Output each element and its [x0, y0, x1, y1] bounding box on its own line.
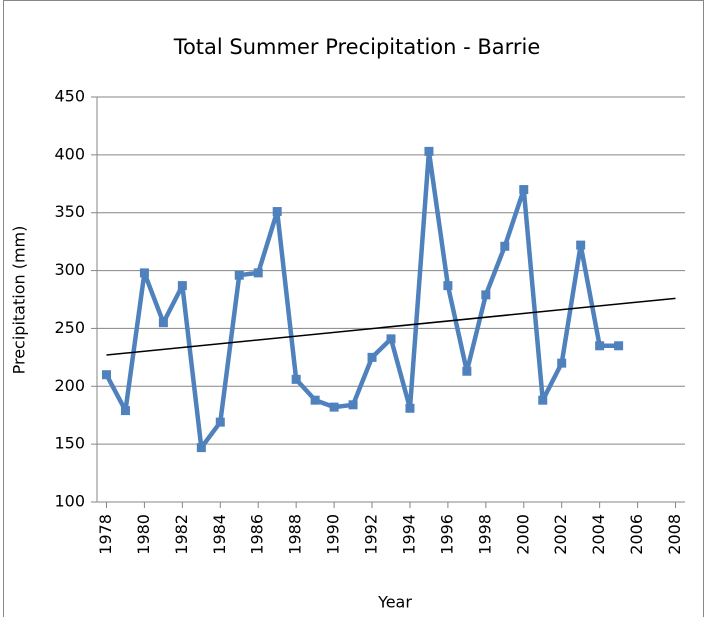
x-tick-label: 1998: [475, 514, 494, 555]
x-tick-label: 1996: [437, 514, 456, 555]
marker: [443, 281, 453, 291]
series-line: [104, 149, 619, 450]
chart-title: Total Summer Precipitation - Barrie: [173, 35, 541, 59]
y-tick-label: 350: [54, 202, 85, 221]
x-tick-label: 2000: [513, 514, 532, 555]
marker: [557, 358, 567, 368]
x-tick-label: 1984: [210, 514, 229, 555]
x-tick-label: 1986: [248, 514, 267, 555]
y-tick-label: 200: [54, 376, 85, 395]
marker: [367, 352, 377, 362]
marker: [196, 443, 206, 453]
x-tick-label: 1994: [399, 514, 418, 555]
marker: [348, 400, 358, 410]
marker: [158, 318, 168, 328]
x-tick-label: 1978: [96, 514, 115, 555]
chart-border: [3, 0, 704, 617]
marker: [462, 366, 472, 376]
y-tick-label: 150: [54, 434, 85, 453]
x-tick-label: 2004: [589, 514, 608, 555]
marker: [234, 270, 244, 280]
marker: [272, 207, 282, 217]
y-tick-label: 450: [54, 87, 85, 106]
marker: [538, 395, 548, 405]
marker: [215, 417, 225, 427]
marker: [310, 395, 320, 405]
marker: [405, 403, 415, 413]
y-axis-label: Precipitation (mm): [10, 226, 29, 375]
x-tick-label: 1990: [324, 514, 343, 555]
marker: [519, 185, 529, 195]
marker: [500, 241, 510, 251]
marker: [139, 268, 149, 278]
x-tick-label: 1980: [134, 514, 153, 555]
x-tick-label: 1982: [172, 514, 191, 555]
marker: [595, 341, 605, 351]
marker: [120, 406, 130, 416]
marker: [101, 370, 111, 380]
y-tick-label: 250: [54, 318, 85, 337]
marker: [177, 281, 187, 291]
marker: [614, 341, 624, 351]
marker: [576, 240, 586, 250]
x-tick-label: 2002: [551, 514, 570, 555]
marker: [424, 146, 434, 156]
x-axis-label: Year: [377, 593, 412, 612]
marker: [253, 268, 263, 278]
trendline: [106, 297, 676, 356]
marker: [329, 402, 339, 412]
x-tick-label: 2008: [665, 514, 684, 555]
y-tick-label: 300: [54, 260, 85, 279]
marker: [481, 290, 491, 300]
marker: [291, 374, 301, 384]
x-tick-label: 1988: [286, 514, 305, 555]
y-tick-label: 400: [54, 144, 85, 163]
y-tick-label: 100: [54, 492, 85, 511]
x-tick-label: 1992: [362, 514, 381, 555]
x-tick-label: 2006: [627, 514, 646, 555]
marker: [386, 334, 396, 344]
